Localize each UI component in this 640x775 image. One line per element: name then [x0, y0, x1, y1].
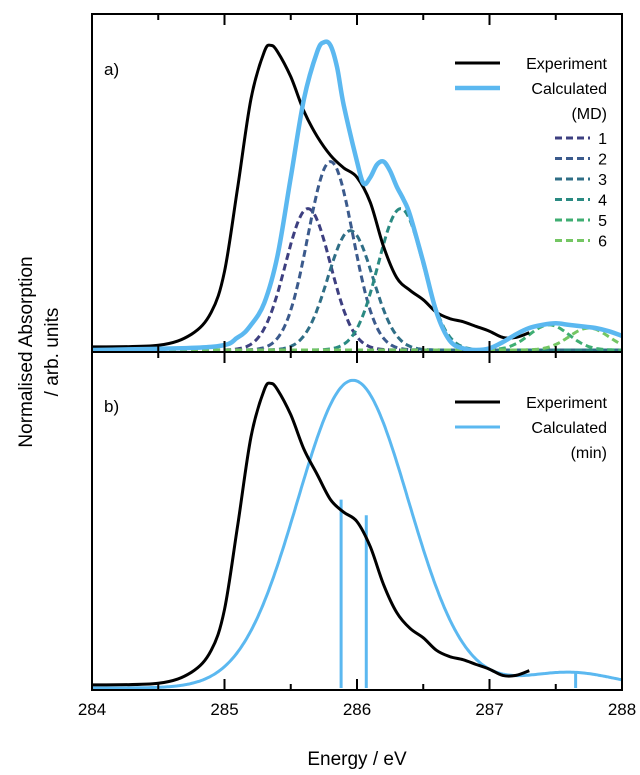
x-tick-labels: 284 285 286 287 288: [78, 700, 636, 719]
component-curve-4: [92, 207, 622, 352]
legend-component-label-5: 5: [598, 213, 607, 230]
panel-b-label: b): [104, 397, 119, 416]
component-curve-2: [92, 160, 622, 352]
panel-a-legend: Experiment Calculated (MD) 1 2 3 4 5 6: [455, 56, 608, 251]
panel-a: a) Experiment Calculated (MD) 1 2 3 4 5 6: [91, 13, 623, 353]
legend-b-subtitle: (min): [571, 445, 607, 462]
panel-b: b) Experiment Calculated (min): [91, 351, 623, 691]
legend-a-calculated-label: Calculated: [531, 81, 607, 98]
component-curve-1: [92, 207, 622, 352]
legend-component-label-2: 2: [598, 152, 607, 169]
legend-component-label-4: 4: [598, 193, 607, 210]
legend-component-label-6: 6: [598, 234, 607, 251]
panel-a-experiment-line: [91, 43, 530, 349]
y-axis-title-line2: / arb. units: [42, 308, 63, 397]
panel-b-experiment-line: [91, 381, 530, 687]
legend-a-components: 1 2 3 4 5 6: [555, 131, 607, 251]
legend-b-calculated-label: Calculated: [531, 420, 607, 437]
panel-b-calculated-line: [91, 378, 623, 690]
x-tick-label: 286: [343, 700, 371, 719]
panel-b-ticks: [91, 352, 623, 690]
panel-b-legend: Experiment Calculated (min): [455, 395, 608, 462]
y-axis-title-line1: Normalised Absorption: [16, 256, 37, 447]
x-axis-title: Energy / eV: [307, 749, 407, 770]
panel-b-stick-lines: [339, 499, 578, 688]
panel-a-calculated-line: [91, 39, 623, 353]
x-tick-label: 287: [475, 700, 503, 719]
x-tick-label: 288: [608, 700, 636, 719]
legend-a-subtitle: (MD): [571, 106, 607, 123]
legend-a-experiment-label: Experiment: [526, 56, 607, 73]
x-tick-label: 285: [210, 700, 238, 719]
panel-a-component-curves: [92, 160, 623, 352]
legend-component-label-3: 3: [598, 172, 607, 189]
legend-component-label-1: 1: [598, 131, 607, 148]
panel-a-label: a): [104, 60, 119, 79]
legend-b-experiment-label: Experiment: [526, 395, 607, 412]
x-tick-label: 284: [78, 700, 106, 719]
